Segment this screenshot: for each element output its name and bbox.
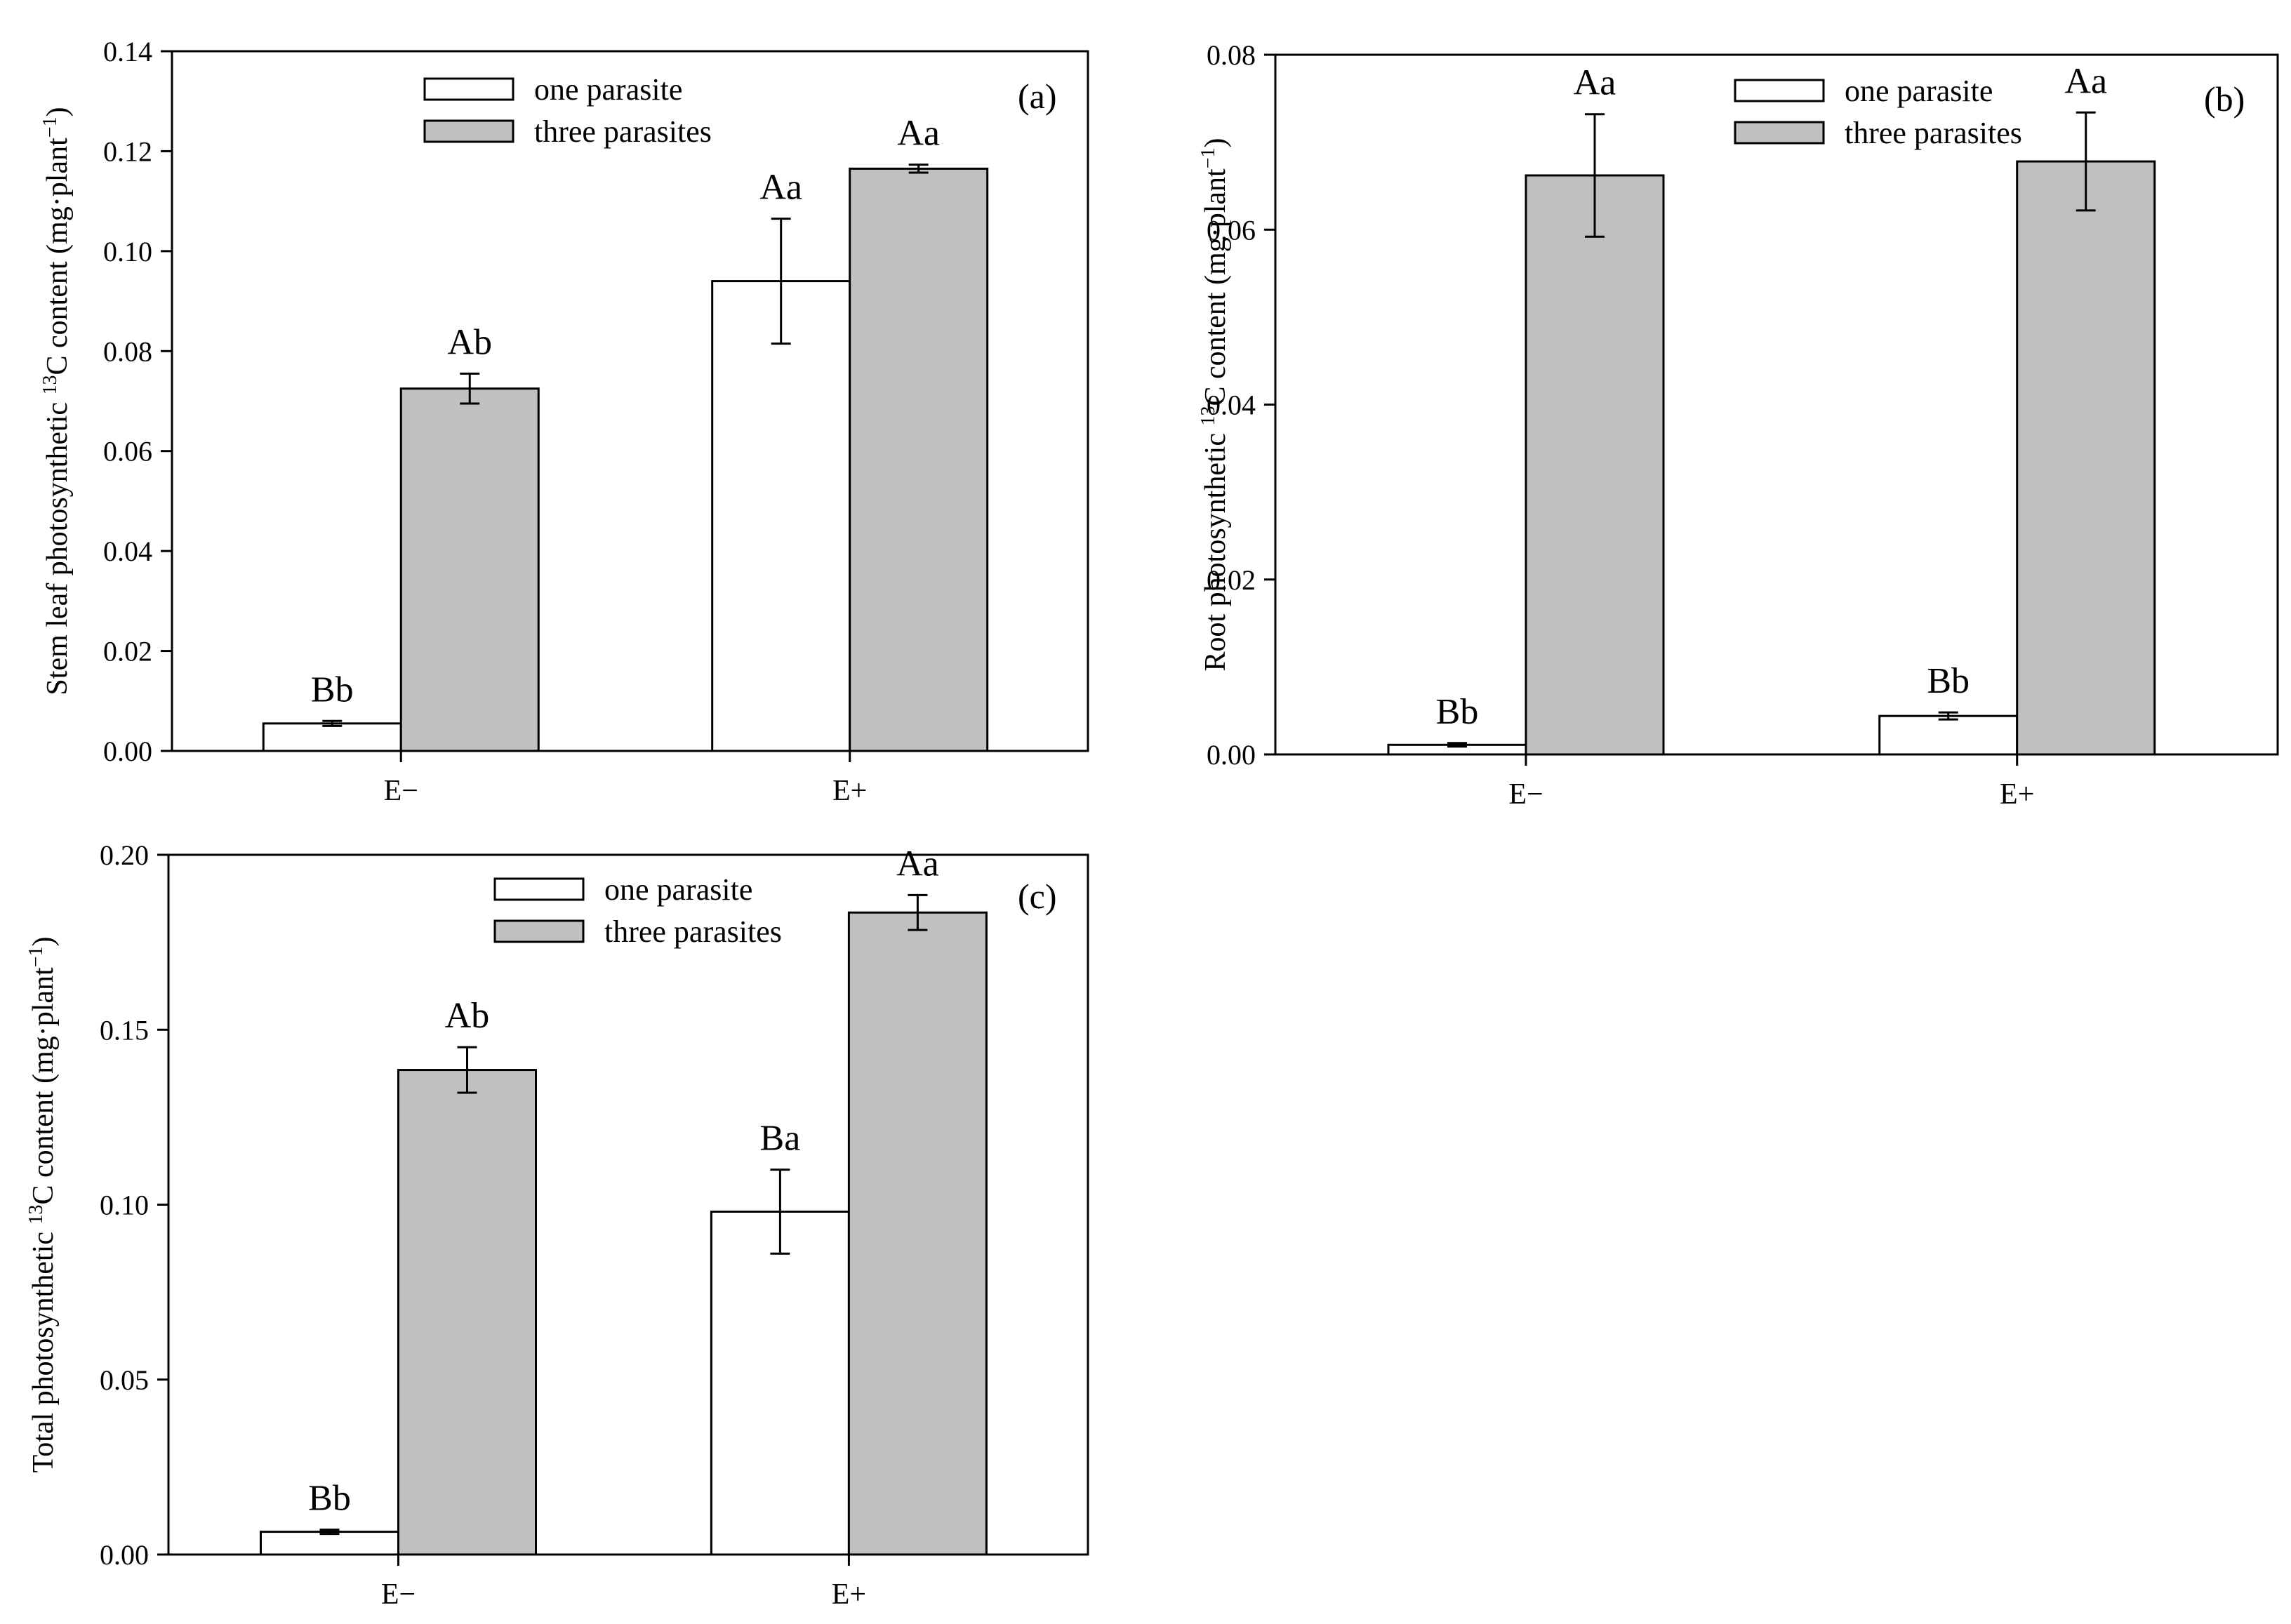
y-axis-label-part: Stem leaf photosynthetic — [41, 394, 74, 695]
significance-label: Aa — [896, 844, 939, 884]
x-tick-label: E− — [384, 775, 418, 807]
y-axis-label: Stem leaf photosynthetic 13C content (mg… — [39, 107, 74, 695]
y-tick-label: 0.15 — [100, 1014, 149, 1046]
y-axis-label: Root photosynthetic 13C content (mg·plan… — [1197, 138, 1233, 671]
significance-label: Aa — [897, 114, 940, 154]
y-tick-label: 0.08 — [1207, 39, 1256, 71]
x-tick-label: E− — [1508, 778, 1543, 811]
significance-label: Aa — [2064, 61, 2107, 101]
significance-label: Aa — [759, 168, 802, 208]
panel-label: (a) — [1018, 76, 1057, 116]
y-tick-label: 0.10 — [103, 236, 152, 267]
bar — [2016, 160, 2156, 756]
y-axis-label-part: C content (mg·plant — [1200, 168, 1232, 406]
y-tick-label: 0.02 — [103, 636, 152, 667]
x-tick-label: E+ — [832, 1578, 866, 1611]
y-tick-label: 0.04 — [103, 535, 152, 567]
panel-label: (b) — [2204, 79, 2245, 119]
y-axis-label-superscript: −1 — [1197, 147, 1219, 168]
y-axis-label-superscript: 13 — [39, 375, 61, 394]
bar — [262, 722, 402, 752]
bar — [711, 280, 851, 752]
y-tick-label: 0.12 — [103, 135, 152, 167]
y-axis-label-superscript: −1 — [39, 117, 61, 138]
legend-swatch — [1734, 121, 1825, 145]
y-axis-label-part: ) — [41, 107, 74, 117]
y-tick-label: 0.14 — [103, 36, 152, 67]
legend-swatch — [423, 77, 514, 101]
y-tick-label: 0.00 — [1207, 739, 1256, 771]
x-tick-label: E+ — [2000, 778, 2034, 811]
legend-label: one parasite — [534, 72, 682, 107]
y-axis-label-part: C content (mg·plant — [27, 967, 60, 1205]
legend-label: three parasites — [1845, 116, 2022, 150]
y-tick-label: 0.06 — [1207, 214, 1256, 246]
significance-label: Bb — [1436, 692, 1479, 732]
significance-label: Bb — [1927, 661, 1970, 701]
bar — [1525, 174, 1665, 756]
y-axis-label-part: ) — [27, 936, 60, 946]
significance-label: Ab — [445, 996, 490, 1036]
x-tick-label: E− — [381, 1578, 416, 1611]
y-axis-label-superscript: 13 — [25, 1205, 47, 1225]
bar — [399, 387, 540, 752]
y-tick-label: 0.20 — [100, 839, 149, 871]
plot-frame — [171, 50, 1089, 752]
bar — [1878, 714, 2019, 756]
significance-label: Ab — [447, 322, 492, 362]
y-axis-label-superscript: −1 — [25, 946, 47, 967]
legend-label: one parasite — [1845, 74, 1993, 108]
legend-swatch — [1734, 79, 1825, 102]
legend-swatch — [493, 877, 585, 901]
significance-label: Bb — [311, 670, 354, 710]
y-axis-label: Total photosynthetic 13C content (mg·pla… — [25, 936, 60, 1472]
y-axis-label-part: C content (mg·plant — [41, 138, 74, 375]
chart-panel-c: 0.00 0.05 0.10 0.15 0.20 E− E+ Bb Ba Ab Aa one para… — [25, 839, 1089, 1611]
legend-label: three parasites — [534, 114, 712, 149]
legend-label: three parasites — [604, 914, 782, 949]
legend-label: one parasite — [604, 872, 752, 907]
significance-label: Aa — [1574, 63, 1616, 103]
y-axis-label-part: ) — [1200, 138, 1232, 147]
bar — [260, 1531, 399, 1556]
bar — [847, 911, 988, 1556]
x-tick-label: E+ — [832, 775, 867, 807]
y-tick-label: 0.02 — [1207, 564, 1256, 596]
significance-label: Ba — [760, 1119, 801, 1159]
y-axis-label-superscript: 13 — [1197, 406, 1219, 426]
bar — [849, 167, 989, 752]
y-axis-label-part: Root photosynthetic — [1200, 426, 1232, 672]
chart-panel-b: 0.00 0.02 0.04 0.06 0.08 E− E+ Bb Bb Aa Aa one para… — [1197, 39, 2279, 811]
y-tick-label: 0.10 — [100, 1190, 149, 1221]
chart-panel-a: 0.00 0.02 0.04 0.06 0.08 0.10 0.12 0.14 E− E+ Bb Aa… — [39, 36, 1089, 807]
y-tick-label: 0.00 — [103, 736, 152, 767]
significance-label: Bb — [308, 1479, 351, 1519]
y-axis-label-part: Total photosynthetic — [27, 1225, 60, 1473]
panel-label: (c) — [1018, 877, 1057, 916]
legend-swatch — [493, 919, 585, 943]
y-tick-label: 0.00 — [100, 1539, 149, 1571]
y-tick-label: 0.05 — [100, 1364, 149, 1396]
y-tick-label: 0.08 — [103, 335, 152, 367]
y-tick-label: 0.04 — [1207, 390, 1256, 421]
bar — [710, 1210, 850, 1556]
y-tick-label: 0.06 — [103, 436, 152, 467]
legend-swatch — [423, 119, 514, 143]
bar — [397, 1069, 537, 1556]
